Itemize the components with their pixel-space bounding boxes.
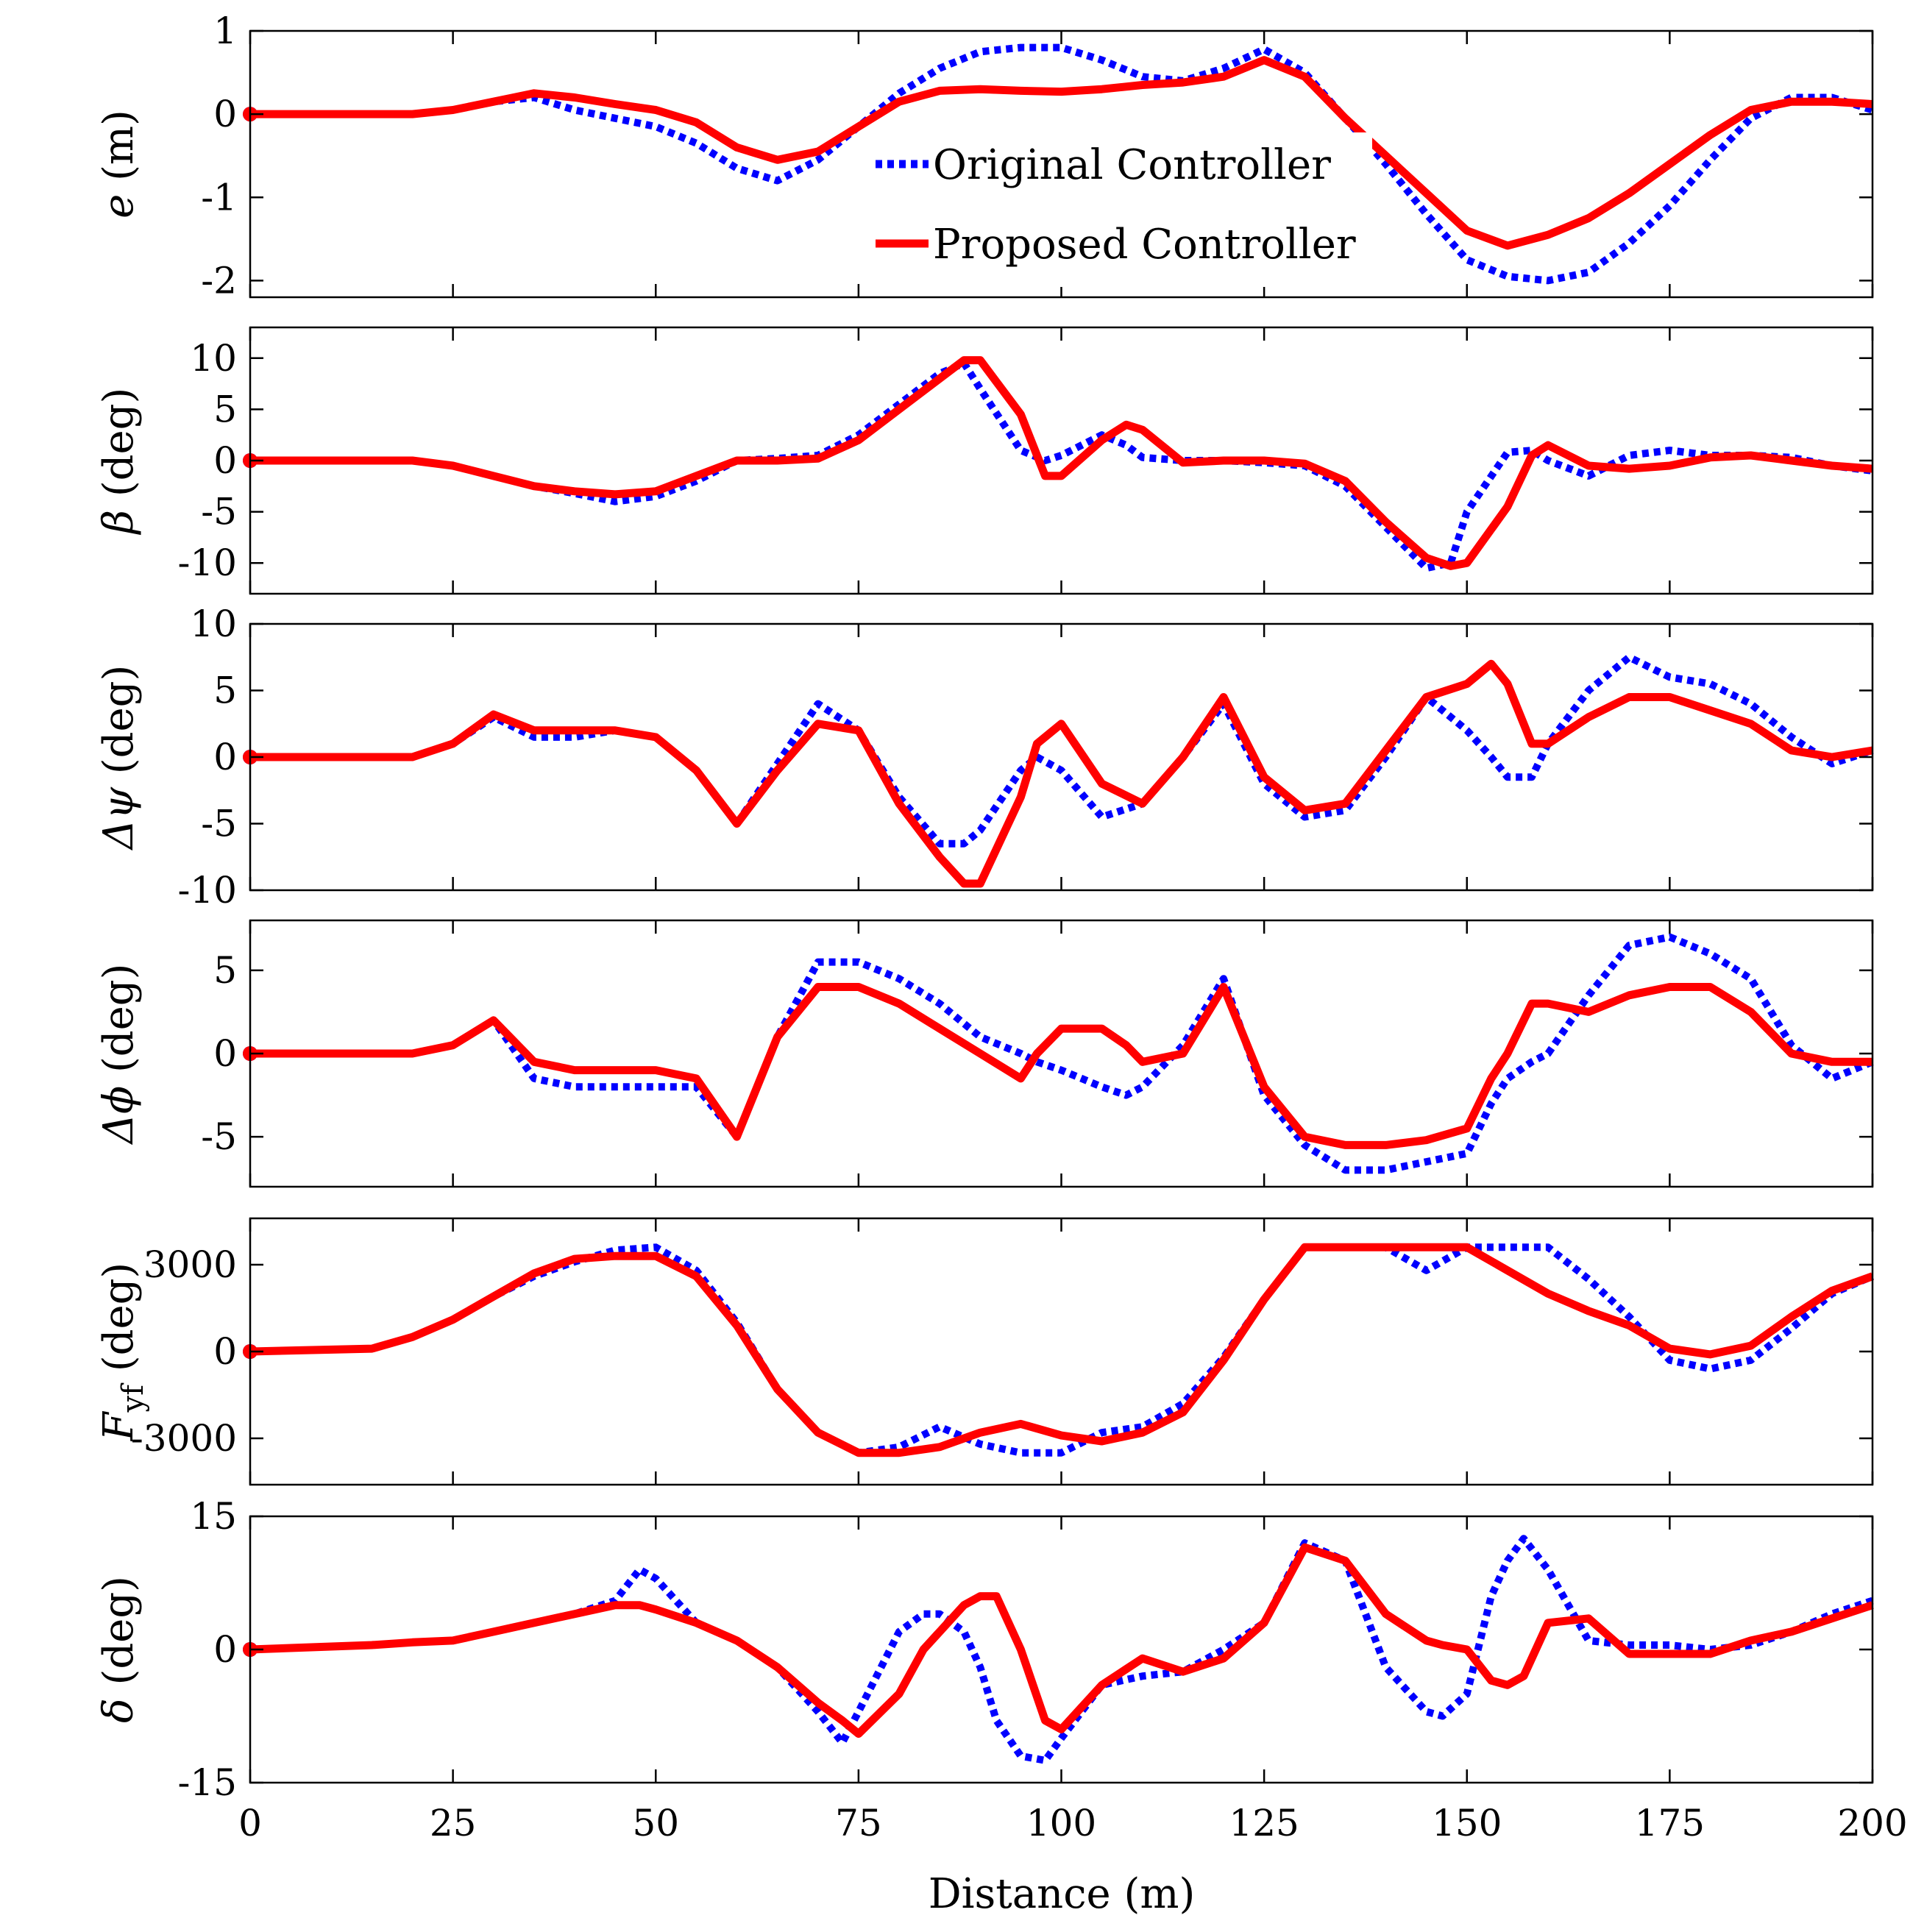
beta-ytick-label: -10 [177,541,237,584]
dphi-series-original [250,933,1874,1174]
panel-e: -2 -1 0 1 e (m) [95,10,1874,302]
dpsi-ytick-label: 5 [213,670,237,712]
legend-label-original: Original Controller [933,141,1331,189]
dpsi-axes-frame [249,622,1874,892]
beta-ytick-label: 10 [190,337,237,380]
delta-ytick-label: 15 [190,1495,237,1538]
delta-ytick-label: -15 [177,1761,237,1804]
beta-axes-frame [249,326,1874,595]
panel-dphi: -5 0 5 Δϕ (deg) [95,919,1874,1188]
Fyf-y-axis-label: Fyf (deg) [95,1262,150,1442]
e-ytick-label: 1 [213,10,237,52]
xtick-label: 25 [430,1802,477,1844]
panel-beta: -10 -5 0 5 10 β (deg) [95,326,1874,595]
delta-y-axis-label: δ (deg) [95,1576,143,1723]
delta-series-original [249,1535,1874,1764]
beta-ytick-label: 0 [213,439,237,482]
dpsi-series-original [250,653,1874,848]
dpsi-ytick-label: -10 [177,869,237,912]
Fyf-axes-frame [249,1217,1874,1486]
xtick-label: 200 [1837,1802,1907,1844]
x-axis-label: Distance (m) [929,1870,1196,1918]
panel-delta: -15 0 15 δ (deg) [95,1495,1874,1804]
e-y-axis-label: e (m) [95,110,143,219]
beta-ytick-label: -5 [201,491,237,533]
dphi-series-proposed [250,983,1872,1149]
dpsi-y-axis-label: Δψ (deg) [95,665,143,851]
xtick-label: 0 [238,1802,262,1844]
xtick-label: 50 [632,1802,679,1844]
dphi-axes-frame [249,919,1874,1188]
dpsi-ytick-label: -5 [201,803,237,845]
beta-y-axis-label: β (deg) [95,388,143,536]
e-series-original [250,43,1874,285]
legend-background [865,132,1372,287]
dpsi-series-proposed [250,659,1873,888]
xtick-label: 175 [1635,1802,1705,1844]
dphi-ytick-label: 5 [213,949,237,992]
dphi-ytick-label: -5 [201,1115,237,1158]
delta-ytick-label: 0 [213,1628,237,1671]
e-ytick-label: -2 [201,259,237,302]
delta-series-proposed [249,1543,1874,1739]
xtick-label: 100 [1026,1802,1096,1844]
legend: Original Controller Proposed Controller [865,132,1372,287]
dphi-y-axis-label: Δϕ (deg) [95,964,143,1146]
xtick-label: 150 [1432,1802,1502,1844]
Fyf-ytick-label: -3000 [131,1417,237,1460]
beta-series-original [250,359,1873,572]
dpsi-ytick-label: 0 [213,736,237,778]
Fyf-series-original [249,1243,1874,1457]
e-ytick-label: 0 [213,93,237,135]
legend-label-proposed: Proposed Controller [933,221,1356,269]
xtick-label: 75 [835,1802,882,1844]
panel-dpsi: -10 -5 0 5 10 Δψ (deg) [95,603,1874,912]
dpsi-ytick-label: 10 [190,603,237,645]
e-series-proposed [250,56,1873,250]
Fyf-ytick-label: 3000 [143,1243,237,1286]
Fyf-series-proposed [249,1243,1874,1457]
beta-series-proposed [250,356,1873,570]
Fyf-ytick-label: 0 [213,1330,237,1373]
beta-ytick-label: 5 [213,388,237,430]
dphi-ytick-label: 0 [213,1032,237,1075]
e-ytick-label: -1 [201,176,237,219]
xtick-label: 125 [1229,1802,1299,1844]
